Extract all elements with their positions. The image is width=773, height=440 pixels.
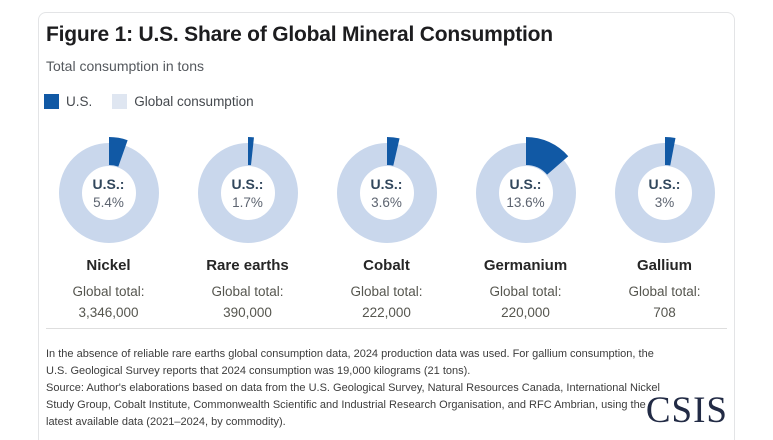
mineral-column: U.S.: 3.6% Cobalt Global total: 222,000 (317, 135, 456, 320)
footnote: In the absence of reliable rare earths g… (46, 346, 674, 431)
global-total-label: Global total: (350, 284, 423, 299)
global-total-label: Global total: (628, 284, 701, 299)
mineral-name: Gallium (636, 257, 692, 274)
figure-title: Figure 1: U.S. Share of Global Mineral C… (46, 23, 553, 46)
us-color-swatch (44, 94, 59, 109)
donut-chart: U.S.: 5.4% (51, 135, 167, 251)
figure-card: Figure 1: U.S. Share of Global Mineral C… (38, 12, 735, 440)
donut-svg (614, 137, 715, 243)
us-share-wedge (525, 137, 568, 175)
global-total-value: 220,000 (501, 305, 550, 320)
global-total-label: Global total: (72, 284, 145, 299)
us-share-wedge (247, 137, 254, 166)
mineral-name: Germanium (483, 257, 568, 274)
global-total-label: Global total: (489, 284, 562, 299)
donut-svg (197, 137, 298, 243)
legend-item-global: Global consumption (112, 94, 254, 109)
us-share-wedge (664, 137, 675, 166)
footnote-note: In the absence of reliable rare earths g… (46, 348, 654, 377)
global-consumption-ring (336, 143, 437, 243)
us-share-wedge (386, 137, 400, 166)
mineral-column: U.S.: 5.4% Nickel Global total: 3,346,00… (39, 135, 178, 320)
figure-subtitle: Total consumption in tons (46, 58, 204, 74)
footnote-divider (46, 328, 727, 329)
csis-logo: CSIS (645, 390, 728, 431)
donut-chart: U.S.: 1.7% (190, 135, 306, 251)
mineral-name: Rare earths (206, 257, 289, 274)
global-total-label: Global total: (211, 284, 284, 299)
donut-chart: U.S.: 3% (607, 135, 723, 251)
donut-svg (336, 137, 437, 243)
mineral-column: U.S.: 13.6% Germanium Global total: 220,… (456, 135, 595, 320)
global-total-value: 222,000 (362, 305, 411, 320)
us-share-wedge (108, 137, 128, 167)
mineral-column: U.S.: 1.7% Rare earths Global total: 390… (178, 135, 317, 320)
global-total-value: 390,000 (223, 305, 272, 320)
mineral-name: Cobalt (363, 257, 410, 274)
donut-chart: U.S.: 3.6% (329, 135, 445, 251)
legend-label-us: U.S. (66, 94, 93, 109)
donut-row: U.S.: 5.4% Nickel Global total: 3,346,00… (39, 135, 734, 320)
legend-label-global: Global consumption (134, 94, 254, 109)
legend: U.S. Global consumption (44, 94, 274, 109)
global-total-value: 3,346,000 (78, 305, 139, 320)
global-color-swatch (112, 94, 128, 109)
legend-item-us: U.S. (44, 94, 92, 109)
mineral-name: Nickel (86, 257, 131, 274)
global-consumption-ring (197, 143, 298, 243)
global-consumption-ring (58, 143, 159, 243)
global-total-value: 708 (653, 305, 676, 320)
global-consumption-ring (614, 143, 715, 243)
donut-svg (58, 137, 159, 243)
footnote-source: Source: Author's elaborations based on d… (46, 382, 660, 428)
donut-svg (475, 137, 576, 243)
donut-chart: U.S.: 13.6% (468, 135, 584, 251)
mineral-column: U.S.: 3% Gallium Global total: 708 (595, 135, 734, 320)
